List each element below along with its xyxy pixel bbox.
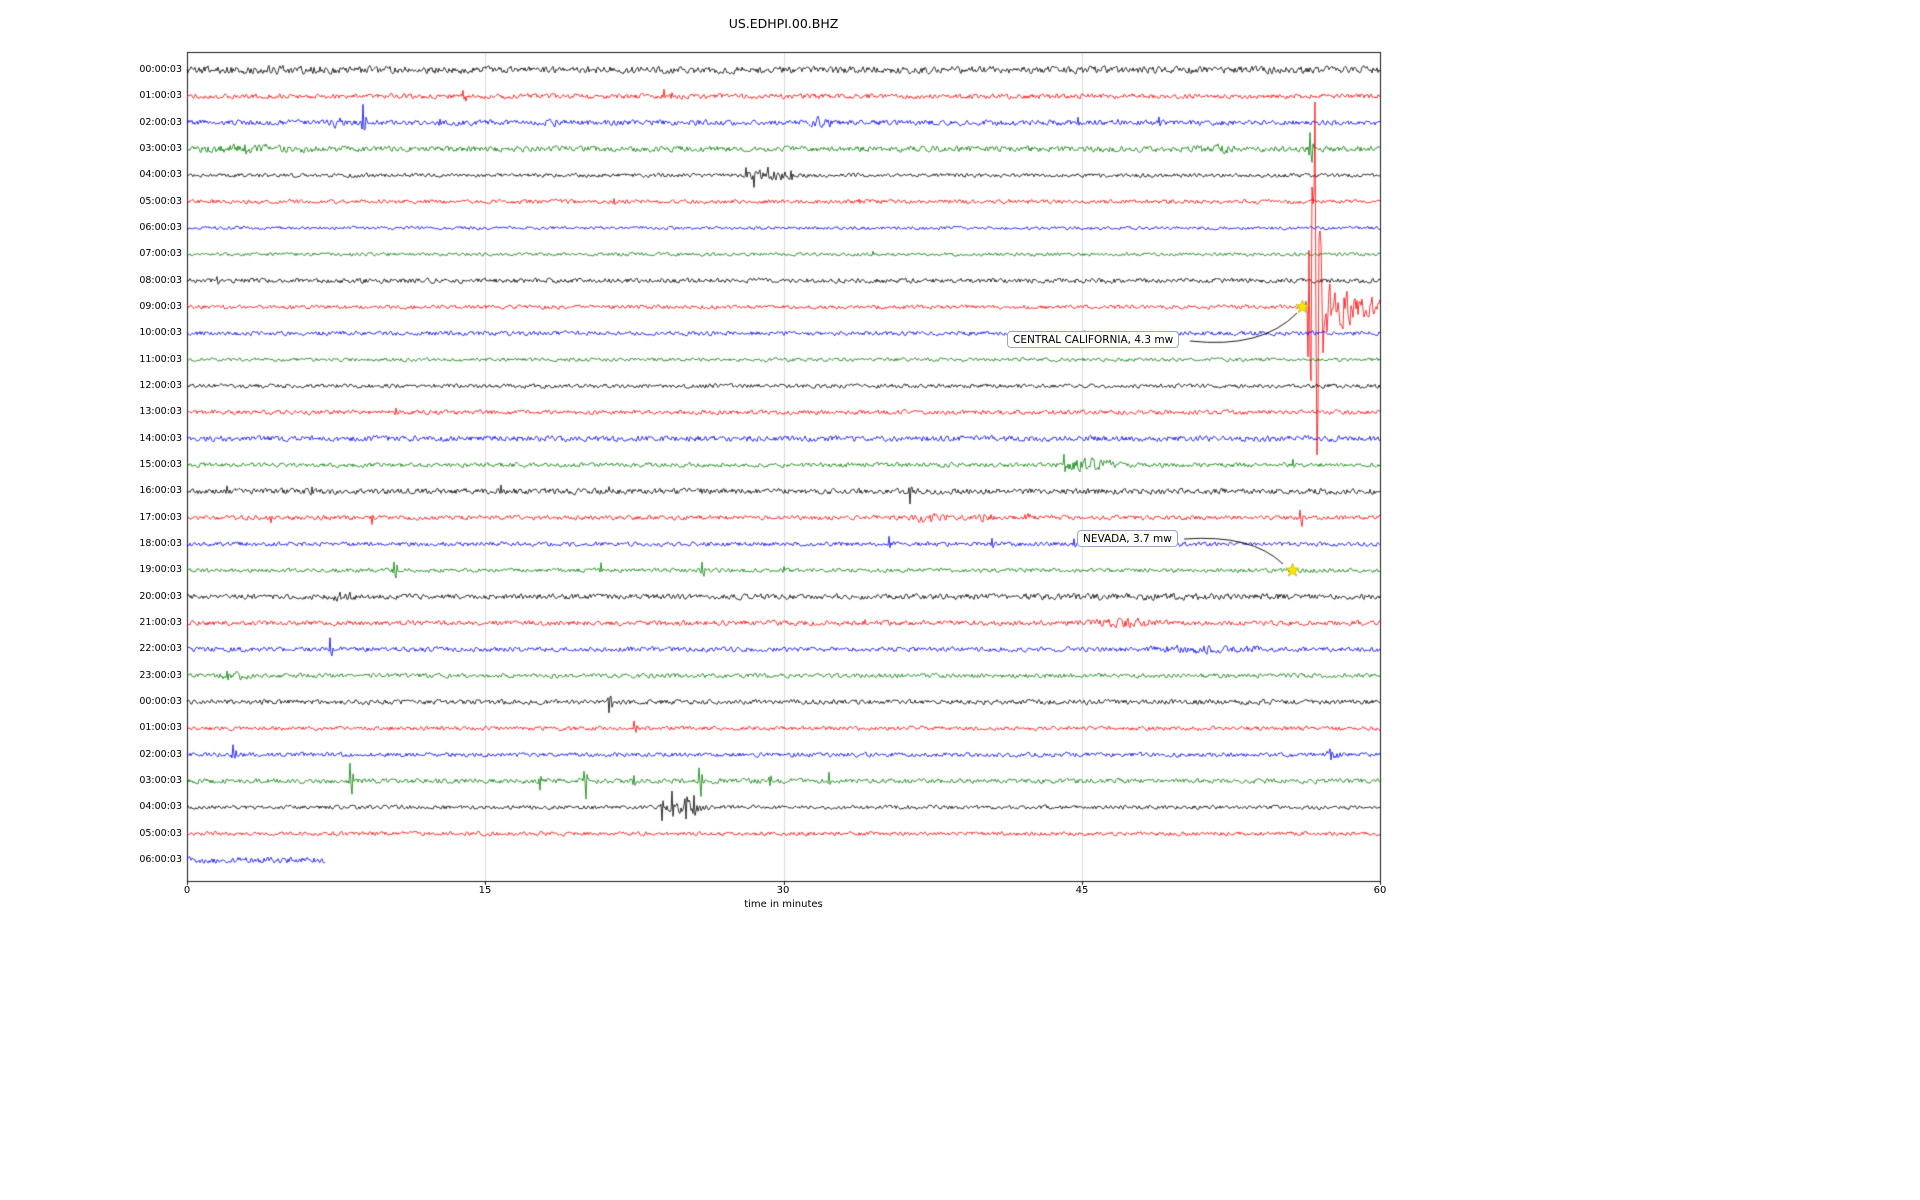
trace-time-label: 17:00:03 [139,511,182,523]
trace-time-label: 18:00:03 [139,537,182,549]
trace-time-label: 04:00:03 [139,169,182,181]
trace-time-label: 01:00:03 [139,90,182,102]
x-axis-label: time in minutes [744,899,823,910]
annotation-nevada: NEVADA, 3.7 mw [1077,530,1178,547]
x-tick-label-60: 60 [1373,885,1387,896]
x-tick-label-45: 45 [1075,885,1089,896]
trace-time-label: 15:00:03 [139,458,182,470]
trace-time-label: 04:00:03 [139,801,182,813]
trace-time-label: 14:00:03 [139,432,182,444]
trace-time-label: 13:00:03 [139,406,182,418]
trace-time-label: 11:00:03 [139,353,182,365]
trace-time-label: 06:00:03 [139,221,182,233]
x-tick-label-30: 30 [776,885,790,896]
trace-time-label: 02:00:03 [139,116,182,128]
x-tick-label-0: 0 [183,885,191,896]
trace-time-label: 20:00:03 [139,590,182,602]
x-tick-label-15: 15 [478,885,492,896]
trace-time-label: 03:00:03 [139,142,182,154]
trace-time-label: 22:00:03 [139,643,182,655]
trace-time-label: 02:00:03 [139,748,182,760]
trace-time-label: 09:00:03 [139,300,182,312]
trace-time-label: 19:00:03 [139,564,182,576]
trace-time-label: 16:00:03 [139,485,182,497]
trace-time-label: 06:00:03 [139,853,182,865]
trace-time-label: 12:00:03 [139,379,182,391]
page-title: US.EDHPI.00.BHZ [728,16,839,31]
annotation-nevada-label: NEVADA, 3.7 mw [1083,532,1172,545]
trace-time-label: 23:00:03 [139,669,182,681]
annotation-central-california: CENTRAL CALIFORNIA, 4.3 mw [1007,331,1180,348]
annotation-central-california-label: CENTRAL CALIFORNIA, 4.3 mw [1013,333,1174,346]
trace-time-label: 01:00:03 [139,722,182,734]
trace-time-label: 07:00:03 [139,248,182,260]
trace-time-label: 08:00:03 [139,274,182,286]
trace-time-label: 03:00:03 [139,774,182,786]
trace-time-label: 21:00:03 [139,616,182,628]
trace-time-label: 00:00:03 [139,695,182,707]
trace-time-label: 05:00:03 [139,195,182,207]
trace-time-label: 05:00:03 [139,827,182,839]
trace-time-label: 10:00:03 [139,327,182,339]
trace-time-label: 00:00:03 [139,64,182,75]
